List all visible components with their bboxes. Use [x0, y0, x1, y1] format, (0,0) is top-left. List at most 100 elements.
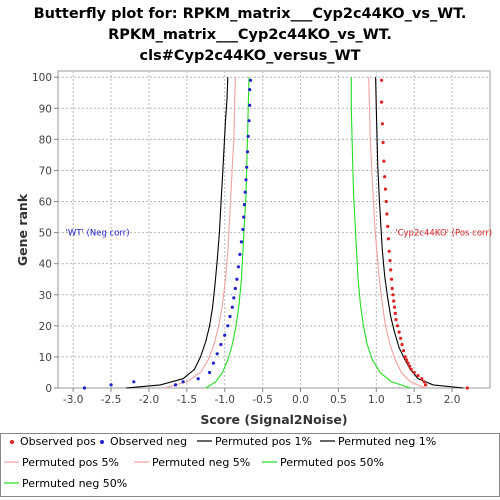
observed-neg-point: [233, 286, 237, 291]
x-axis-label: Score (Signal2Noise): [200, 412, 347, 427]
observed-neg-point: [239, 240, 243, 244]
observed-pos-point: [399, 336, 403, 340]
observed-pos-point: [383, 175, 387, 179]
series-line-4: [350, 77, 411, 389]
observed-pos-point: [408, 364, 412, 368]
legend-box: [0, 433, 500, 497]
title-line-2: RPKM_matrix___Cyp2c44KO_vs_WT.: [108, 27, 392, 43]
observed-neg-point: [241, 227, 245, 232]
y-axis-label: Gene rank: [15, 193, 30, 266]
observed-neg-point: [226, 324, 230, 328]
plot-area: [57, 70, 491, 389]
observed-pos-point: [392, 305, 397, 309]
legend: Observed pos Observed neg Permuted pos 1% P…: [4, 435, 436, 490]
observed-pos-point: [387, 249, 391, 253]
observed-neg-point: [247, 119, 251, 123]
observed-neg-point: [173, 383, 178, 387]
observed-neg-point: [245, 150, 250, 154]
legend-label: Observed neg: [110, 435, 187, 448]
observed-pos-point: [400, 342, 404, 347]
observed-neg-point: [248, 103, 252, 107]
observed-neg-point: [248, 78, 253, 82]
observed-pos-point: [393, 311, 397, 315]
chart-title: Butterfly plot for: RPKM_matrix___Cyp2c4…: [34, 6, 467, 64]
grid-lines: [58, 71, 490, 388]
series-line-1: [126, 77, 229, 389]
observed-pos-point: [389, 268, 393, 272]
observed-pos-point: [394, 318, 398, 322]
observed-pos-point: [380, 122, 384, 126]
y-tick-label: 60: [39, 197, 52, 209]
y-tick-label: 70: [39, 165, 52, 177]
observed-neg-point: [82, 386, 87, 390]
y-tick-label: 20: [39, 321, 52, 333]
observed-pos-point: [416, 374, 420, 378]
observed-pos-point: [386, 237, 390, 241]
observed-pos-point: [406, 361, 410, 365]
x-axis-ticks: -3.0 -2.5 -2.0 -1.5 -1.0 -0.5 0.0 0.5 1.0 1.5 2.0: [63, 388, 461, 406]
x-tick-label: -3.0: [63, 394, 84, 406]
y-tick-label: 40: [39, 259, 52, 271]
series-line-5: [205, 77, 250, 389]
observed-neg-point: [228, 314, 232, 319]
x-tick-label: 1.0: [368, 394, 385, 406]
observed-neg-point: [245, 165, 249, 169]
observed-pos-point: [409, 367, 413, 371]
observed-neg-point: [109, 383, 113, 387]
x-tick-label: -0.5: [252, 394, 273, 406]
observed-pos-point: [405, 358, 409, 362]
observed-neg-point: [242, 215, 246, 219]
series-line-2: [368, 77, 426, 389]
observed-pos-point: [391, 293, 395, 297]
annotation-neg-corr: 'WT' (Neg corr): [66, 229, 130, 239]
observed-pos-point: [395, 324, 400, 328]
observed-neg-point: [132, 380, 136, 384]
legend-label: Permuted neg 50%: [22, 477, 127, 490]
observed-pos-point: [383, 187, 387, 191]
points-layer: [82, 78, 469, 390]
title-line-1: Butterfly plot for: RPKM_matrix___Cyp2c4…: [34, 6, 467, 22]
observed-pos-point: [403, 355, 407, 359]
observed-neg-point: [208, 370, 212, 375]
observed-neg-point: [215, 352, 219, 356]
x-tick-label: -2.0: [139, 394, 160, 406]
observed-pos-point: [402, 349, 406, 353]
observed-neg-point: [236, 265, 240, 269]
observed-neg-point: [243, 190, 247, 194]
observed-neg-point: [232, 296, 236, 300]
x-tick-label: 0.5: [330, 394, 347, 406]
observed-neg-point: [242, 203, 246, 207]
observed-pos-point: [388, 259, 392, 263]
observed-pos-point: [424, 383, 428, 387]
y-tick-label: 30: [39, 290, 52, 302]
observed-neg-point: [244, 178, 248, 182]
observed-neg-point: [211, 361, 215, 365]
observed-pos-point: [412, 370, 416, 375]
legend-label: Permuted neg 5%: [152, 456, 250, 469]
x-tick-label: 0.0: [292, 394, 309, 406]
observed-neg-point: [181, 380, 185, 384]
y-tick-label: 100: [32, 72, 52, 84]
x-tick-label: -1.0: [214, 394, 235, 406]
y-tick-label: 90: [39, 103, 52, 115]
legend-swatch: [10, 440, 14, 444]
observed-neg-point: [196, 377, 200, 381]
observed-pos-point: [389, 277, 394, 281]
observed-pos-point: [390, 286, 394, 291]
y-tick-label: 50: [39, 228, 52, 240]
legend-swatch: [100, 440, 104, 444]
observed-pos-point: [385, 212, 389, 216]
observed-neg-point: [230, 305, 234, 309]
legend-label: Permuted neg 1%: [338, 435, 436, 448]
observed-pos-point: [420, 377, 424, 381]
observed-neg-point: [248, 88, 252, 92]
observed-pos-point: [380, 78, 384, 82]
observed-pos-point: [422, 380, 426, 384]
x-tick-label: 2.0: [444, 394, 461, 406]
y-axis-ticks: 0 10 20 30 40 50 60 70 80 90 100: [32, 72, 58, 395]
observed-pos-point: [384, 199, 388, 204]
title-line-3: cls#Cyp2c44KO_versus_WT: [140, 48, 361, 64]
annotation-pos-corr: 'Cyp2c44KO' (Pos corr): [395, 229, 492, 239]
x-tick-label: -1.5: [177, 394, 198, 406]
